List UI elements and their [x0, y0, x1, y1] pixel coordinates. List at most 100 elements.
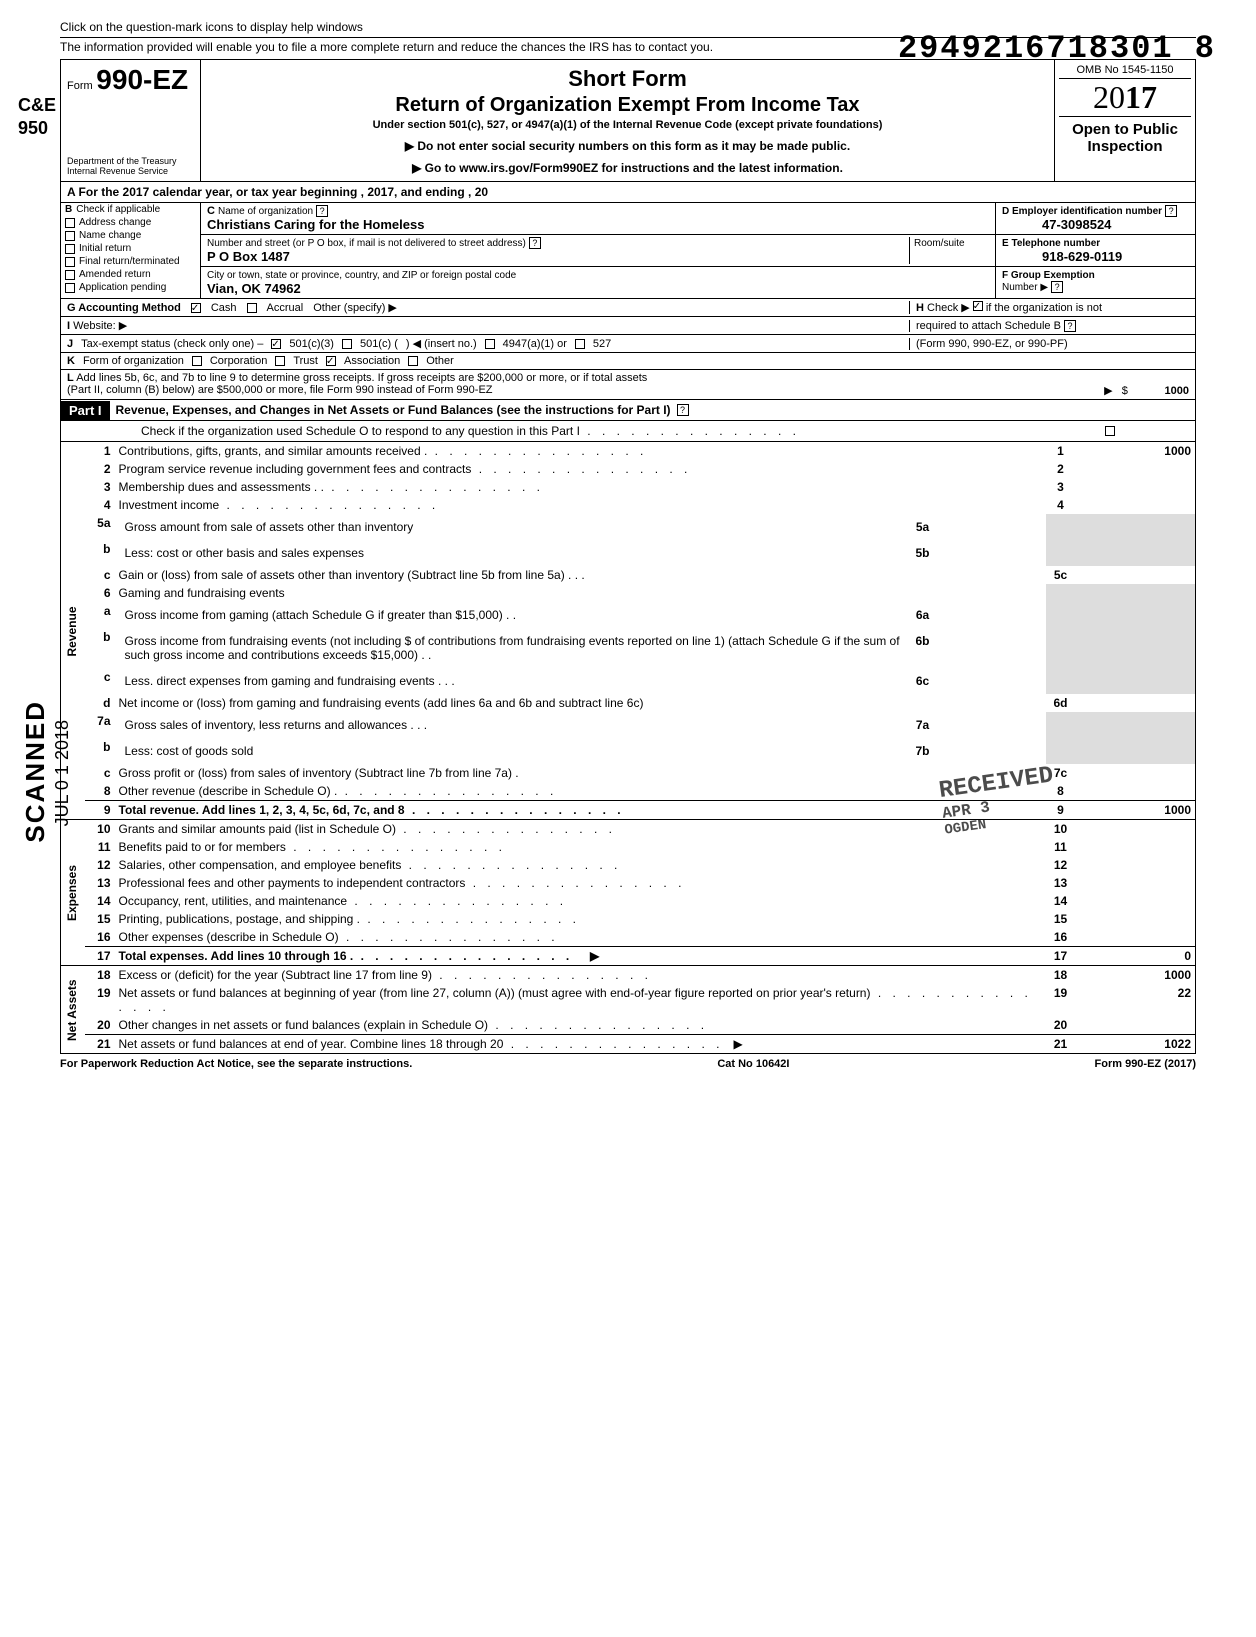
av9: 1000 — [1076, 801, 1196, 820]
checkbox-accrual[interactable] — [247, 303, 257, 313]
4947: 4947(a)(1) or — [503, 338, 567, 350]
an4: 4 — [1046, 496, 1076, 514]
entity-grid: B Check if applicable Address change Nam… — [60, 203, 1196, 299]
help-icon-2[interactable]: ? — [529, 237, 541, 249]
help-icon-3[interactable]: ? — [1165, 205, 1177, 217]
an20: 20 — [1046, 1016, 1076, 1035]
f-number: Number ▶ — [1002, 282, 1048, 293]
av5c — [1076, 566, 1196, 584]
k-text: Form of organization — [83, 355, 184, 367]
help-icon-4[interactable]: ? — [1051, 281, 1063, 293]
arrow-line-2: ▶ Go to www.irs.gov/Form990EZ for instru… — [211, 161, 1044, 175]
part1-title: Revenue, Expenses, and Changes in Net As… — [110, 400, 677, 420]
l-arrow: ▶ — [1104, 385, 1112, 397]
av16 — [1076, 928, 1196, 947]
section-b: B Check if applicable Address change Nam… — [61, 203, 201, 298]
checkbox-assoc[interactable] — [326, 356, 336, 366]
opt-initial: Initial return — [79, 243, 131, 254]
lt19: Net assets or fund balances at beginning… — [115, 984, 1046, 1016]
an15: 15 — [1046, 910, 1076, 928]
margin-ce: C&E — [18, 95, 56, 116]
arrow21: ▶ — [733, 1037, 742, 1051]
an5a — [1046, 514, 1076, 540]
lt7b-wrap: Less: cost of goods sold 7b — [115, 738, 1046, 764]
form-header-center: Short Form Return of Organization Exempt… — [201, 60, 1055, 181]
checkbox-pending[interactable] — [65, 283, 75, 293]
av5a — [1076, 514, 1196, 540]
b-label: B — [65, 204, 72, 215]
an2: 2 — [1046, 460, 1076, 478]
av7c — [1076, 764, 1196, 782]
checkbox-501c3[interactable] — [271, 339, 281, 349]
av20 — [1076, 1016, 1196, 1035]
checkbox-name[interactable] — [65, 231, 75, 241]
lt6a-wrap: Gross income from gaming (attach Schedul… — [115, 602, 1046, 628]
av1: 1000 — [1076, 442, 1196, 460]
opt-pending: Application pending — [79, 282, 166, 293]
ln6c: c — [85, 668, 115, 694]
e-label: E Telephone number — [1002, 238, 1100, 249]
lt14: Occupancy, rent, utilities, and maintena… — [115, 892, 1046, 910]
av4 — [1076, 496, 1196, 514]
checkbox-initial[interactable] — [65, 244, 75, 254]
form-header: Form 990-EZ Department of the Treasury I… — [60, 59, 1196, 181]
ln7b: b — [85, 738, 115, 764]
lt5a: Gross amount from sale of assets other t… — [121, 518, 906, 536]
scanned-stamp: SCANNED — [20, 700, 51, 843]
ein: 47-3098524 — [1002, 217, 1111, 232]
help-icon[interactable]: ? — [316, 205, 328, 217]
corp: Corporation — [210, 355, 267, 367]
lt13: Professional fees and other payments to … — [115, 874, 1046, 892]
lt9: Total revenue. Add lines 1, 2, 3, 4, 5c,… — [115, 801, 1046, 820]
margin-950: 950 — [18, 118, 48, 139]
sn6b: 6b — [908, 632, 938, 664]
lt7b: Less: cost of goods sold — [121, 742, 906, 760]
street: P O Box 1487 — [207, 249, 290, 264]
ln4: 4 — [85, 496, 115, 514]
checkbox-527[interactable] — [575, 339, 585, 349]
lt16: Other expenses (describe in Schedule O) — [115, 928, 1046, 947]
h-text4: (Form 990, 990-EZ, or 990-PF) — [916, 338, 1068, 350]
lt6: Gaming and fundraising events — [115, 584, 1046, 602]
checkbox-address[interactable] — [65, 218, 75, 228]
checkbox-schedule-o[interactable] — [1105, 426, 1115, 436]
checkbox-h[interactable] — [973, 301, 983, 311]
form-number: 990-EZ — [96, 64, 188, 95]
lt8: Other revenue (describe in Schedule O) . — [115, 782, 1046, 801]
ln13: 13 — [85, 874, 115, 892]
checkbox-final[interactable] — [65, 257, 75, 267]
lt17-wrap: Total expenses. Add lines 10 through 16 … — [115, 947, 1046, 966]
checkbox-other[interactable] — [408, 356, 418, 366]
ln6a: a — [85, 602, 115, 628]
checkbox-trust[interactable] — [275, 356, 285, 366]
an21: 21 — [1046, 1035, 1076, 1054]
short-form-title: Short Form — [211, 66, 1044, 92]
checkbox-amended[interactable] — [65, 270, 75, 280]
help-icon-p1[interactable]: ? — [677, 404, 689, 416]
checkbox-501c[interactable] — [342, 339, 352, 349]
help-icon-5[interactable]: ? — [1064, 320, 1076, 332]
ln17: 17 — [85, 947, 115, 966]
checkbox-cash[interactable] — [191, 303, 201, 313]
an11: 11 — [1046, 838, 1076, 856]
section-a: A For the 2017 calendar year, or tax yea… — [60, 181, 1196, 203]
footer: For Paperwork Reduction Act Notice, see … — [60, 1054, 1196, 1070]
sn6a: 6a — [908, 606, 938, 624]
opt-final: Final return/terminated — [79, 256, 180, 267]
sn7b: 7b — [908, 742, 938, 760]
open2: Inspection — [1059, 138, 1191, 155]
checkbox-4947[interactable] — [485, 339, 495, 349]
city-label: City or town, state or province, country… — [207, 270, 516, 281]
h-text2: if the organization is not — [986, 302, 1102, 314]
checkbox-corp[interactable] — [192, 356, 202, 366]
meta-rows: G Accounting Method Cash Accrual Other (… — [60, 299, 1196, 400]
501c-insert: ) ◀ (insert no.) — [406, 337, 477, 350]
side-expenses: Expenses — [61, 820, 85, 966]
501c: 501(c) ( — [360, 338, 398, 350]
lt10: Grants and similar amounts paid (list in… — [115, 820, 1046, 839]
an14: 14 — [1046, 892, 1076, 910]
open1: Open to Public — [1059, 121, 1191, 138]
footer-left: For Paperwork Reduction Act Notice, see … — [60, 1058, 412, 1070]
lt7c: Gross profit or (loss) from sales of inv… — [115, 764, 1046, 782]
document-number: 2949216718301 8 — [898, 30, 1216, 67]
